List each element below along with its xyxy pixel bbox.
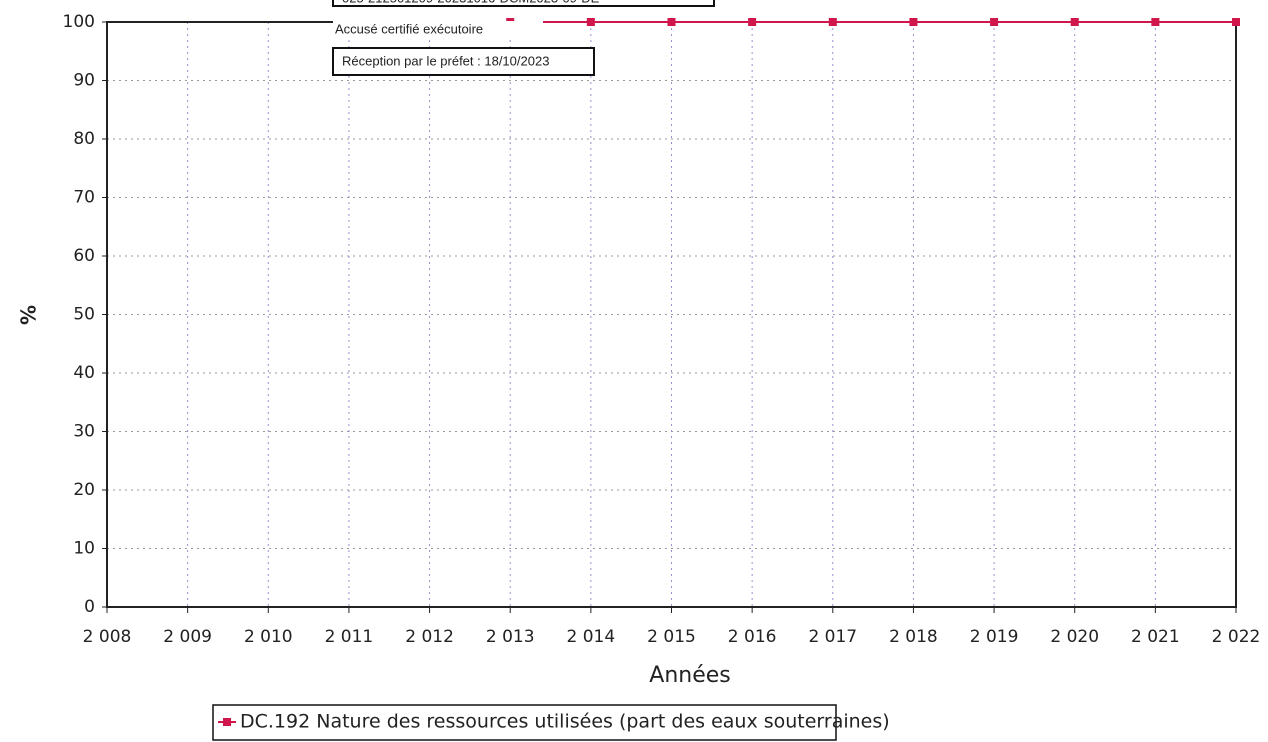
stamp-box xyxy=(332,0,715,7)
series-marker xyxy=(909,18,918,26)
legend-box xyxy=(212,704,837,741)
x-tick-label: 2 014 xyxy=(567,627,616,647)
y-tick-label: 40 xyxy=(73,363,95,383)
stamp-label-bg xyxy=(333,21,543,39)
stamp-text: 025-212501209-20231016-DCM2023-09-DE xyxy=(342,0,600,5)
x-tick-label: 2 010 xyxy=(244,627,293,647)
series-marker xyxy=(1070,18,1079,26)
series-marker xyxy=(828,18,837,26)
y-tick-label: 90 xyxy=(73,71,95,91)
series-marker xyxy=(748,18,757,26)
x-axis-label: Années xyxy=(649,663,730,688)
x-tick-label: 2 009 xyxy=(163,627,212,647)
x-tick-label: 2 016 xyxy=(728,627,777,647)
x-tick-label: 2 013 xyxy=(486,627,535,647)
y-tick-label: 30 xyxy=(73,422,95,442)
x-tick-label: 2 021 xyxy=(1131,627,1180,647)
y-tick-label: 100 xyxy=(63,12,95,32)
x-tick-label: 2 008 xyxy=(83,627,132,647)
series-marker xyxy=(990,18,999,26)
x-tick-label: 2 019 xyxy=(970,627,1019,647)
y-tick-label: 20 xyxy=(73,480,95,500)
series-marker xyxy=(1151,18,1160,26)
y-tick-label: 0 xyxy=(84,597,95,617)
x-tick-label: 2 011 xyxy=(325,627,374,647)
stamp-text: Accusé certifié exécutoire xyxy=(335,21,483,36)
x-tick-label: 2 012 xyxy=(405,627,454,647)
y-axis-label: % xyxy=(17,305,41,325)
y-tick-label: 80 xyxy=(73,129,95,149)
series-marker xyxy=(1232,18,1240,26)
x-tick-label: 2 020 xyxy=(1050,627,1099,647)
y-tick-label: 70 xyxy=(73,188,95,208)
x-tick-label: 2 015 xyxy=(647,627,696,647)
legend-label: DC.192 Nature des ressources utilisées (… xyxy=(240,711,890,733)
series-marker xyxy=(586,18,595,26)
legend-marker xyxy=(223,718,231,726)
y-tick-label: 50 xyxy=(73,305,95,325)
x-tick-label: 2 022 xyxy=(1212,627,1261,647)
x-tick-label: 2 017 xyxy=(808,627,857,647)
y-tick-label: 10 xyxy=(73,539,95,559)
stamp-box xyxy=(332,47,595,76)
series-marker xyxy=(667,18,676,26)
x-tick-label: 2 018 xyxy=(889,627,938,647)
y-tick-label: 60 xyxy=(73,246,95,266)
stamp-text: Réception par le préfet : 18/10/2023 xyxy=(342,53,549,68)
